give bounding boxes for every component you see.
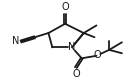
- Text: O: O: [61, 2, 69, 12]
- Text: O: O: [72, 69, 80, 79]
- Text: N: N: [68, 42, 76, 52]
- Text: N: N: [12, 36, 19, 46]
- Text: O: O: [94, 50, 101, 60]
